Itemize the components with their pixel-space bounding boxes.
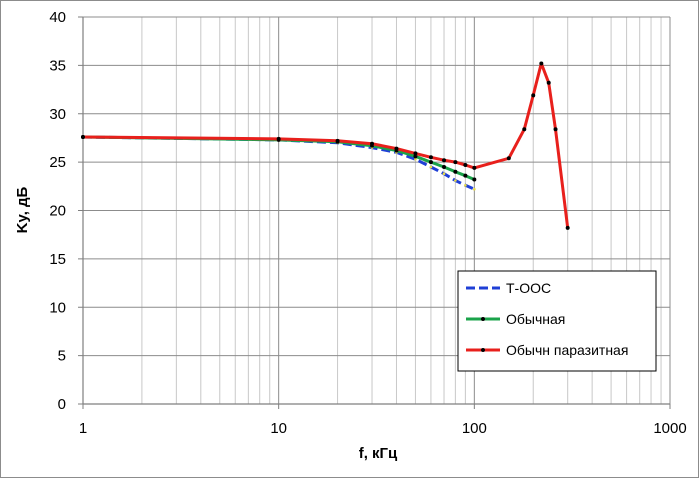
series-line <box>82 61 570 229</box>
data-point <box>442 164 447 169</box>
data-point <box>335 138 340 143</box>
data-point <box>453 160 458 165</box>
data-point <box>546 80 551 85</box>
legend-marker <box>481 317 485 321</box>
data-point <box>522 127 527 132</box>
data-point <box>453 169 458 174</box>
data-point <box>553 127 558 132</box>
data-point <box>531 93 536 98</box>
x-axis-title: f, кГц <box>359 445 398 462</box>
legend-box <box>457 270 657 372</box>
data-point <box>429 165 433 169</box>
data-point <box>276 136 281 141</box>
y-tick-label: 25 <box>49 154 66 171</box>
data-point <box>464 184 467 187</box>
legend-label: Т-ООС <box>506 280 551 296</box>
y-tick-label: 10 <box>49 299 66 316</box>
y-tick-label: 0 <box>58 396 66 413</box>
axes <box>78 16 671 409</box>
x-tick-label: 1000 <box>653 420 686 437</box>
data-point <box>370 141 375 146</box>
y-tick-label: 5 <box>58 348 66 365</box>
y-tick-label: 30 <box>49 106 66 123</box>
data-point <box>442 158 447 163</box>
data-point <box>506 156 511 161</box>
data-point <box>463 173 468 178</box>
data-point <box>428 155 433 160</box>
y-tick-label: 20 <box>49 203 66 220</box>
series-3 <box>81 61 570 230</box>
data-point <box>472 177 477 182</box>
data-point <box>463 163 468 168</box>
data-point <box>413 151 418 156</box>
data-point <box>472 165 477 170</box>
data-point <box>414 157 417 161</box>
data-point <box>413 154 418 159</box>
x-tick-label: 10 <box>270 420 287 437</box>
data-point <box>454 179 457 182</box>
x-tick-label: 100 <box>462 420 487 437</box>
legend: Т-ООС Обычная Обычн паразитная <box>457 270 657 372</box>
data-point <box>81 134 85 139</box>
y-tick-label: 40 <box>49 9 66 26</box>
legend-label: Обычн паразитная <box>506 342 628 358</box>
x-tick-label: 1 <box>79 420 87 437</box>
data-point <box>442 172 446 176</box>
y-axis-title: Kу, дБ <box>14 186 31 233</box>
legend-marker <box>481 348 485 352</box>
data-point <box>565 225 570 230</box>
data-point <box>539 61 544 66</box>
legend-label: Обычная <box>506 311 565 327</box>
data-point <box>394 146 399 151</box>
y-tick-label: 35 <box>49 57 66 74</box>
y-tick-label: 15 <box>49 251 66 268</box>
series-layer <box>81 61 570 230</box>
data-point <box>428 160 433 165</box>
data-point <box>473 187 476 191</box>
tick-labels: 1 10 100 1000 0 5 10 15 20 25 30 35 40 <box>49 9 686 437</box>
